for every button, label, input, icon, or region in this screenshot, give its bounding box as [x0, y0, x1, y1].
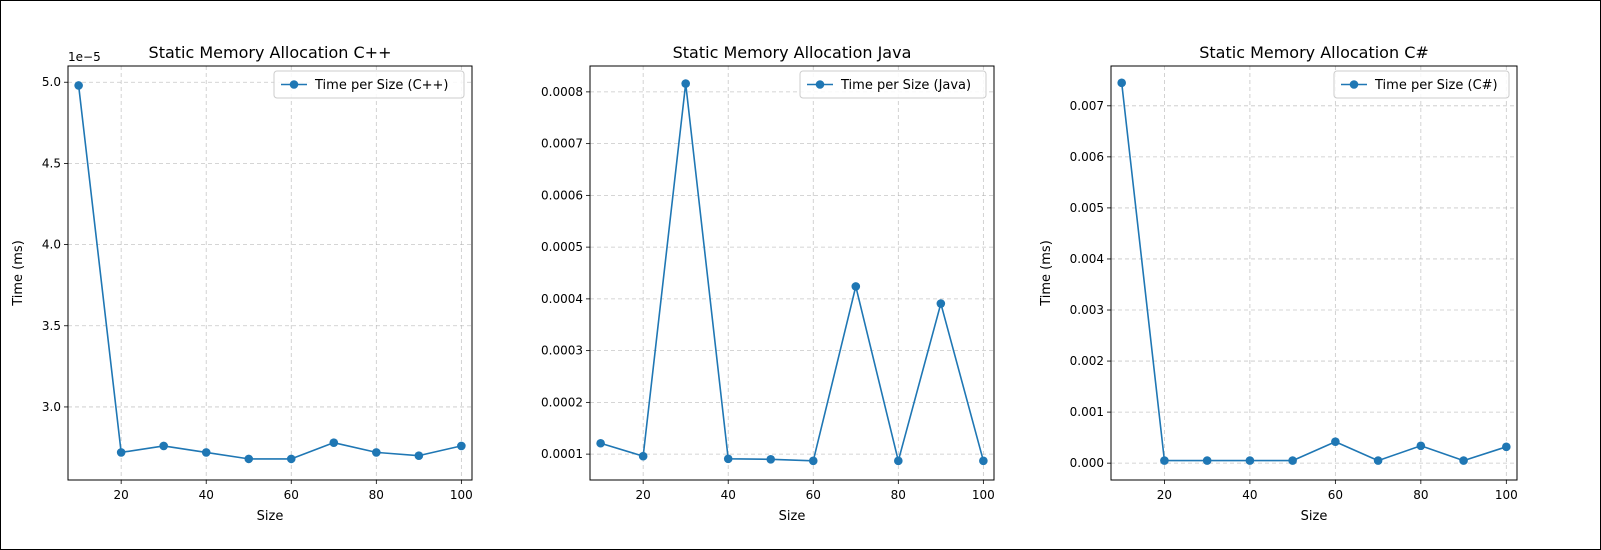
y-tick-label: 0.001	[1070, 405, 1104, 419]
x-axis-label: Size	[1301, 509, 1328, 524]
data-point	[766, 455, 776, 464]
legend-marker-swatch	[289, 80, 299, 89]
data-point	[74, 81, 83, 90]
data-point	[808, 456, 818, 466]
data-point	[414, 451, 424, 460]
y-tick-label: 4.0	[42, 238, 61, 252]
legend-marker-swatch	[1349, 80, 1359, 89]
x-tick-label: 100	[450, 488, 473, 502]
chart-panel-3: 20 40 60 80 100 0.000 0.001 0.002 0.003 0.004 0.00…	[1039, 43, 1518, 524]
x-axis-label: Size	[779, 509, 806, 524]
x-tick-label: 40	[721, 488, 736, 502]
x-axis-label: Size	[257, 509, 284, 524]
legend-box	[273, 70, 465, 99]
x-tick-label: 80	[1413, 488, 1428, 502]
x-tick-label: 40	[1242, 488, 1257, 502]
data-point	[329, 438, 339, 447]
data-point	[286, 454, 296, 464]
x-tick-label: 80	[369, 488, 384, 502]
data-point	[1245, 456, 1255, 465]
x-tick-label: 20	[1157, 488, 1172, 502]
x-tick-label: 20	[114, 488, 129, 502]
legend: Time per Size (C++)	[273, 70, 465, 99]
data-point	[681, 79, 690, 88]
y-tick-label: 0.004	[1070, 252, 1104, 266]
series-line	[1120, 82, 1507, 462]
legend: Time per Size (C#)	[1333, 70, 1510, 99]
legend-label: Time per Size (C++)	[314, 78, 449, 93]
series-line	[77, 85, 462, 460]
data-point	[936, 299, 946, 308]
data-point	[1416, 441, 1426, 451]
data-point	[201, 448, 211, 457]
y-tick-label: 0.0007	[541, 137, 583, 151]
data-point	[1117, 78, 1126, 88]
plot-area-frame	[589, 65, 995, 481]
y-tick-label: 0.0006	[541, 188, 583, 202]
y-tick-label: 0.006	[1070, 150, 1104, 164]
y-tick-label: 0.002	[1070, 354, 1104, 368]
data-point	[1459, 456, 1468, 465]
data-point	[372, 448, 381, 457]
x-tick-label: 40	[199, 488, 214, 502]
x-tick-label: 80	[891, 488, 906, 502]
chart-title: Static Memory Allocation C#	[1199, 43, 1429, 62]
y-tick-label: 3.5	[42, 319, 61, 333]
data-point	[1331, 437, 1340, 447]
data-point	[159, 441, 168, 451]
chart-title: Static Memory Allocation C++	[149, 43, 392, 62]
chart-panel-1: 20 40 60 80 100 3.0 3.5 4.0 4.5 5.0 Static Memory …	[11, 43, 473, 524]
y-axis-label: Time (ms)	[11, 240, 26, 307]
series-line	[600, 82, 985, 462]
data-point	[1202, 456, 1212, 465]
data-point	[1373, 456, 1383, 465]
data-point	[851, 282, 861, 291]
legend-box	[799, 70, 987, 99]
y-tick-label: 4.5	[42, 156, 61, 170]
legend-marker-swatch	[815, 80, 825, 89]
y-tick-label: 5.0	[42, 75, 61, 89]
legend-label: Time per Size (C#)	[1374, 78, 1498, 93]
data-point	[244, 454, 254, 464]
y-tick-label: 0.0002	[541, 395, 583, 409]
axis-offset-text: 1e−5	[68, 50, 101, 64]
legend: Time per Size (Java)	[799, 70, 987, 99]
y-tick-label: 0.0005	[541, 240, 583, 254]
chart-title: Static Memory Allocation Java	[673, 43, 912, 62]
x-tick-label: 100	[1495, 488, 1518, 502]
y-tick-label: 0.0003	[541, 344, 583, 358]
legend-label: Time per Size (Java)	[840, 78, 971, 93]
x-tick-label: 100	[972, 488, 995, 502]
y-tick-label: 0.005	[1070, 201, 1104, 215]
plot-area-frame	[67, 65, 473, 481]
data-point	[894, 456, 903, 466]
y-tick-label: 3.0	[42, 400, 61, 414]
data-point	[979, 456, 988, 466]
x-tick-label: 60	[1328, 488, 1343, 502]
data-point	[457, 441, 466, 451]
data-point	[723, 454, 733, 464]
x-tick-label: 60	[284, 488, 299, 502]
y-tick-label: 0.007	[1070, 99, 1104, 113]
legend-box	[1333, 70, 1510, 99]
data-point	[596, 438, 605, 448]
plot-area-frame	[1110, 65, 1518, 481]
x-tick-label: 60	[806, 488, 821, 502]
x-tick-label: 20	[636, 488, 651, 502]
data-point	[116, 448, 126, 457]
y-tick-label: 0.0001	[541, 447, 583, 461]
data-point	[638, 451, 648, 461]
y-tick-label: 0.003	[1070, 303, 1104, 317]
y-axis-label: Time (ms)	[1039, 240, 1054, 307]
y-tick-label: 0.0008	[541, 85, 583, 99]
data-point	[1160, 456, 1169, 465]
y-tick-label: 0.000	[1070, 456, 1104, 470]
y-tick-label: 0.0004	[541, 292, 583, 306]
chart-panel-2: 20 40 60 80 100 0.0001 0.0002 0.0003 0.0004 0.000…	[541, 43, 995, 524]
data-point	[1502, 442, 1511, 452]
data-point	[1288, 456, 1297, 465]
